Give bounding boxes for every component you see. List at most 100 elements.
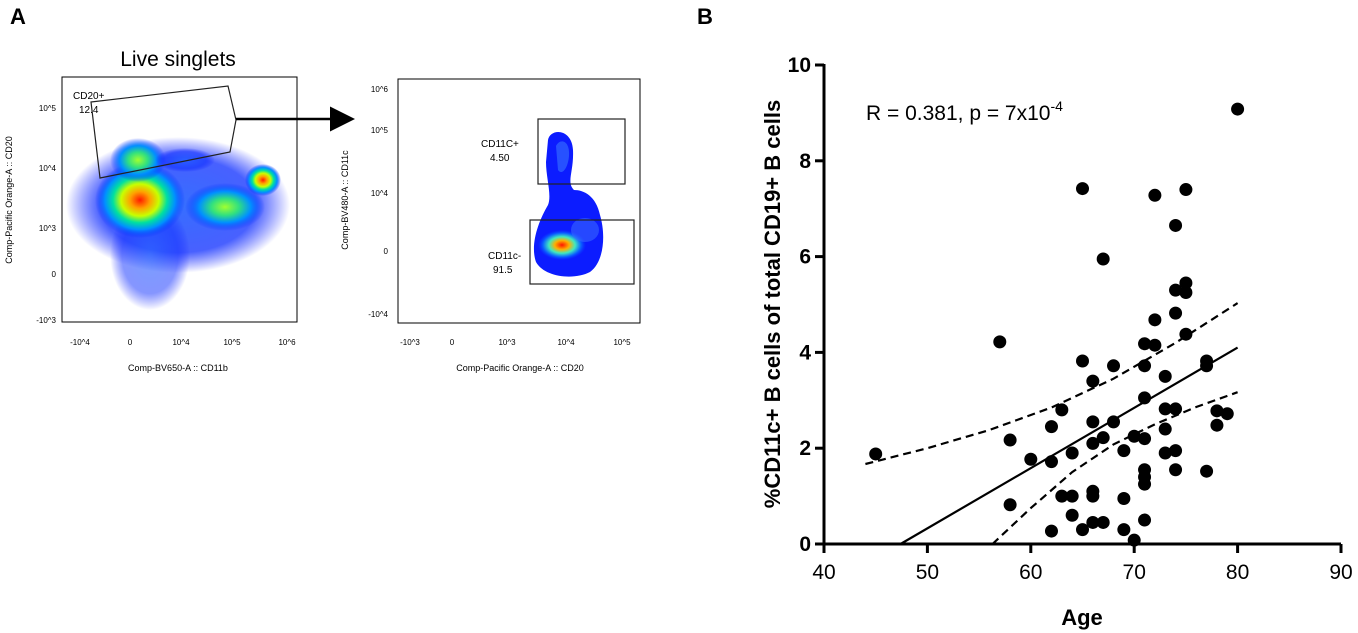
data-point [1044,455,1058,469]
data-point [1096,252,1110,266]
data-point [1158,422,1172,436]
data-point [1076,182,1089,196]
flow-right-ytick: 10^4 [371,189,389,198]
data-point [1169,402,1183,416]
y-tick-label: 10 [788,54,811,77]
regression-line [899,346,1239,545]
data-point [1107,415,1121,429]
gate-cd20-name: CD20+ [73,91,105,102]
data-point [993,335,1007,349]
data-point [1076,354,1089,368]
flow-right-ytick: 10^6 [371,85,389,94]
data-point [1138,477,1152,491]
data-point [1107,359,1121,373]
data-point [1086,489,1100,503]
data-point [1044,524,1058,538]
gate-cd20-polygon [90,85,237,179]
data-point [1158,402,1172,416]
x-tick-label: 60 [1019,561,1042,584]
data-point [1117,444,1131,458]
x-tick-label: 50 [916,561,939,584]
flow-left-ytick: 10^4 [39,164,57,173]
gate-cd11c-neg [529,219,635,285]
data-point [1086,415,1100,429]
data-point [1138,432,1152,446]
flow-plot-right: CD11C+ 4.50 CD11c- 91.5 10^6 10^5 10^4 0… [340,78,641,373]
data-point [1148,188,1162,202]
y-tick-label: 6 [799,246,811,269]
flow-right-xtick: 0 [450,338,455,347]
data-point [1179,327,1193,341]
flow-right-ylabel: Comp-BV480-A :: CD11c [340,150,350,250]
y-tick-label: 8 [799,150,811,173]
flow-left-xtick: 10^4 [172,338,190,347]
flow-right-xtick: 10^4 [557,338,575,347]
gate-cd20-value: 12.4 [79,105,99,116]
flow-right-frame [397,78,641,324]
flow-right-ytick: 0 [384,247,389,256]
flow-left-density [66,137,290,310]
data-point [1003,498,1017,512]
data-point [1127,429,1141,443]
data-point [1055,403,1069,417]
data-point [1065,489,1079,503]
y-tick-label: 0 [799,533,811,556]
data-point [1065,508,1079,522]
flow-left-ytick: -10^3 [36,316,56,325]
flow-right-xlabel: Comp-Pacific Orange-A :: CD20 [456,363,584,373]
data-point [1169,444,1183,458]
flow-left-ytick: 10^5 [39,104,57,113]
data-point [1231,102,1245,116]
panel-a-label: A [10,4,26,29]
flow-left-xtick: 0 [128,338,133,347]
y-tick-label: 4 [799,341,811,364]
flow-left-xtick: -10^4 [70,338,90,347]
data-point [1200,359,1214,373]
panel-b-label: B [697,4,713,29]
data-point [1158,369,1172,383]
flow-left-title: Live singlets [120,48,236,71]
data-point [1044,420,1058,434]
x-tick-label: 70 [1123,561,1146,584]
gate-cd11c-pos [537,118,626,185]
data-point [1179,276,1193,290]
flow-plot-left: Live singlets CD20+ 12.4 10^5 10^4 10^3 … [4,48,298,373]
gate-cd11c-neg-value: 91.5 [493,265,513,276]
data-point [1138,337,1152,351]
flow-left-ytick: 10^3 [39,224,57,233]
y-tick-label: 2 [799,437,811,460]
flow-right-xtick: -10^3 [400,338,420,347]
data-point [1117,523,1131,537]
data-point [1096,431,1110,445]
data-point [1138,513,1152,527]
flow-right-density [533,131,604,277]
gate-cd11c-neg-name: CD11c- [488,251,521,262]
data-point [1220,407,1234,421]
data-point [1210,418,1224,432]
data-point [1086,515,1100,529]
data-point [1148,338,1162,352]
data-point [1179,286,1193,300]
ci-upper-line [865,302,1239,466]
x-tick-label: 80 [1226,561,1249,584]
gate-cd11c-pos-name: CD11C+ [481,139,519,150]
data-point [1086,374,1100,388]
correlation-annotation: R = 0.381, p = 7x10-4 [866,98,1063,125]
data-point [1200,464,1214,478]
ci-lower-line [991,391,1238,545]
data-point [1169,283,1183,297]
x-tick-label: 40 [812,561,835,584]
correlation-text: R = 0.381, p = 7x10 [866,102,1050,125]
data-point [1086,436,1100,450]
flow-right-ytick: 10^5 [371,126,389,135]
data-point [1138,359,1152,373]
data-point [1024,452,1038,466]
data-point [1179,183,1193,197]
data-point [1076,523,1089,537]
correlation-exponent: -4 [1050,98,1063,114]
flow-left-xtick: 10^5 [223,338,241,347]
data-point [1169,218,1183,232]
flow-left-xlabel: Comp-BV650-A :: CD11b [128,363,228,373]
flow-left-xtick: 10^6 [278,338,296,347]
